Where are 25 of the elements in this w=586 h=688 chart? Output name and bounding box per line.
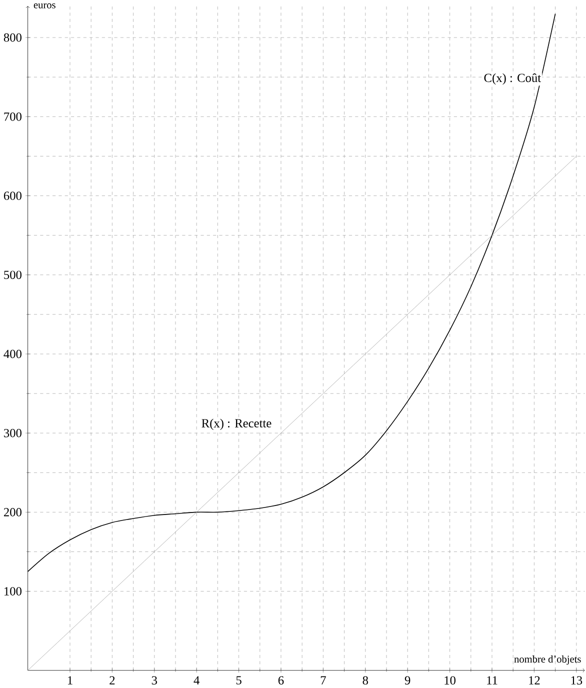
x-tick-label: 2: [110, 676, 115, 684]
x-tick-label: 1: [68, 676, 72, 684]
y-tick-label: 400: [4, 350, 22, 358]
x-tick-label: 11: [487, 676, 498, 684]
x-tick-label: 12: [529, 676, 540, 684]
x-tick-label: 4: [194, 676, 200, 684]
y-tick-label: 500: [4, 270, 22, 280]
series-label: C(x) : Coût: [484, 73, 541, 85]
x-tick-label: 3: [152, 676, 158, 685]
y-axis-title: euros: [34, 3, 56, 8]
y-tick-label: 600: [4, 192, 22, 200]
x-tick-label: 8: [362, 676, 368, 685]
y-tick-label: 300: [4, 428, 22, 438]
y-tick-label: 100: [4, 587, 22, 596]
y-tick-label: 200: [4, 508, 22, 516]
x-tick-label: 13: [571, 676, 582, 685]
x-tick-label: 10: [444, 676, 456, 685]
x-tick-label: 6: [278, 676, 284, 685]
series-label: R(x) : Recette: [202, 418, 272, 430]
x-axis-title: nombre d’objets: [514, 655, 581, 665]
y-tick-label: 700: [4, 112, 22, 121]
x-tick-label: 5: [236, 676, 242, 684]
y-tick-label: 800: [4, 33, 22, 42]
x-tick-label: 9: [404, 676, 410, 685]
x-tick-label: 7: [320, 676, 326, 684]
